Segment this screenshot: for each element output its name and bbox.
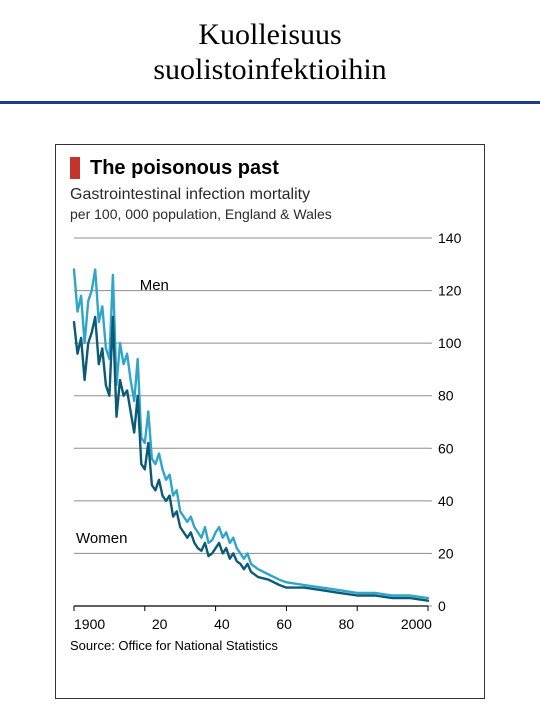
x-axis-labels: 1900 20 40 60 80 2000 [70, 612, 470, 632]
x-tick-label: 2000 [401, 616, 432, 632]
x-tick-label: 20 [152, 616, 168, 632]
slide-title: Kuolleisuus suolistoinfektioihin [0, 18, 540, 95]
card-accent-tab [70, 157, 80, 179]
series-label-women: Women [76, 530, 127, 547]
title-underline [0, 101, 540, 104]
x-tick-label: 1900 [74, 616, 105, 632]
series-men [74, 270, 428, 599]
y-tick-label: 40 [438, 493, 454, 509]
chart-card: The poisonous past Gastrointestinal infe… [55, 144, 485, 699]
y-tick-label: 100 [438, 335, 462, 351]
chart-source: Source: Office for National Statistics [70, 632, 470, 653]
y-tick-label: 140 [438, 232, 462, 246]
y-tick-label: 120 [438, 283, 462, 299]
y-tick-label: 20 [438, 545, 454, 561]
y-tick-label: 80 [438, 388, 454, 404]
title-line-1: Kuolleisuus [40, 18, 500, 53]
chart-subtitle: Gastrointestinal infection mortality [70, 186, 470, 204]
chart-svg: 0 20 40 60 80 100 120 140 [70, 232, 470, 612]
chart-plot: 0 20 40 60 80 100 120 140 Men Women [70, 232, 470, 612]
chart-title: The poisonous past [90, 157, 470, 180]
y-tick-label: 60 [438, 440, 454, 456]
title-line-2: suolistoinfektioihin [40, 53, 500, 88]
x-tick-label: 60 [276, 616, 292, 632]
x-tick-label: 80 [339, 616, 355, 632]
slide: Kuolleisuus suolistoinfektioihin The poi… [0, 0, 540, 720]
x-tick-label: 40 [214, 616, 230, 632]
chart-unit: per 100, 000 population, England & Wales [70, 206, 470, 222]
series-label-men: Men [140, 277, 169, 294]
y-tick-label: 0 [438, 598, 446, 612]
